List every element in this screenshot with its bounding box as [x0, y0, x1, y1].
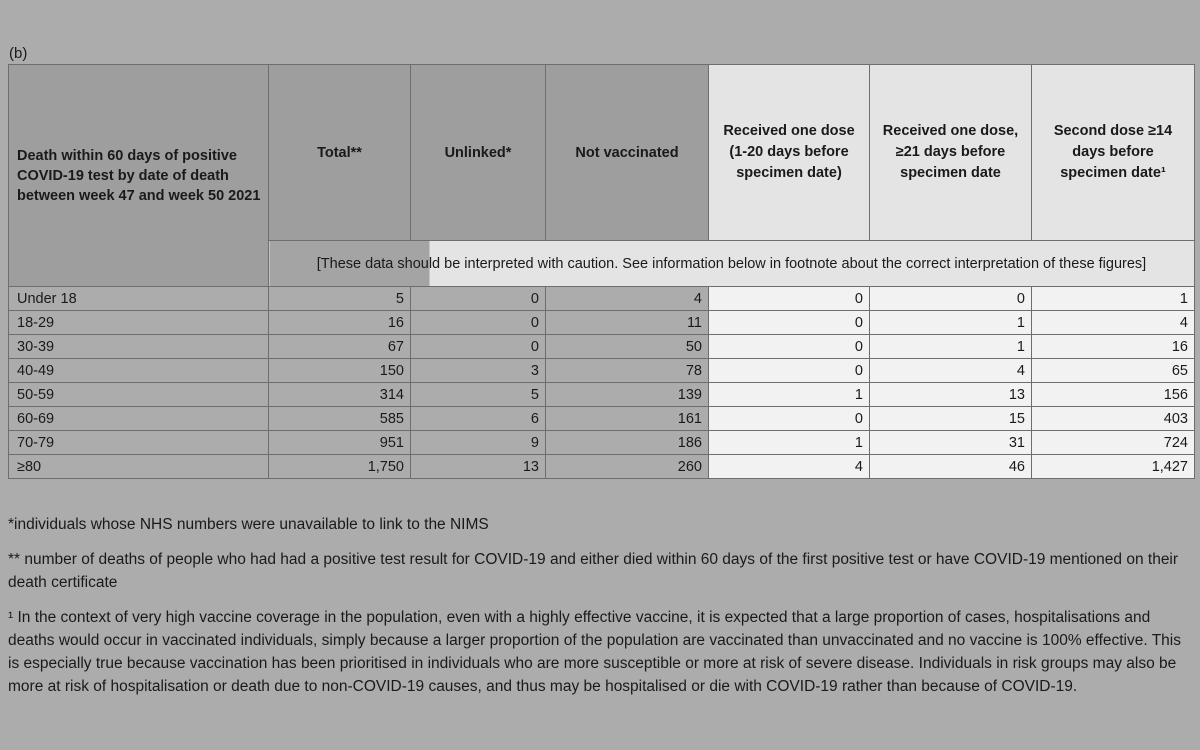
- table-row: 18-29 16 0 11 0 1 4: [8, 310, 1195, 335]
- table-cell: 150: [268, 358, 411, 383]
- table-cell: 585: [268, 406, 411, 431]
- table-row: Under 18 5 0 4 0 0 1: [8, 286, 1195, 311]
- header-total: Total**: [268, 64, 411, 241]
- table-row: 50-59 314 5 139 1 13 156: [8, 382, 1195, 407]
- table-cell: 0: [708, 358, 870, 383]
- table-cell: 1,750: [268, 454, 411, 479]
- header-row: Death within 60 days of positive COVID-1…: [8, 64, 1195, 287]
- header-second-dose: Second dose ≥14 days before specimen dat…: [1031, 64, 1195, 241]
- table-cell: 1: [869, 310, 1032, 335]
- table-cell: 78: [545, 358, 709, 383]
- header-not-vaccinated: Not vaccinated: [545, 64, 709, 241]
- table-cell: 16: [268, 310, 411, 335]
- table-row: 70-79 951 9 186 1 31 724: [8, 430, 1195, 455]
- table-cell: 0: [410, 334, 546, 359]
- table-cell: 65: [1031, 358, 1195, 383]
- table-cell: 1: [869, 334, 1032, 359]
- table-cell: 0: [708, 286, 870, 311]
- table-cell: 4: [869, 358, 1032, 383]
- table-row: 30-39 67 0 50 0 1 16: [8, 334, 1195, 359]
- table-row: 60-69 585 6 161 0 15 403: [8, 406, 1195, 431]
- table-cell: 0: [708, 310, 870, 335]
- table-cell: 3: [410, 358, 546, 383]
- table-cell: 1,427: [1031, 454, 1195, 479]
- table-cell: 11: [545, 310, 709, 335]
- table-cell: 16: [1031, 334, 1195, 359]
- table-cell: 724: [1031, 430, 1195, 455]
- deaths-by-vaccination-table: Death within 60 days of positive COVID-1…: [8, 64, 1195, 479]
- row-label: 50-59: [8, 382, 269, 407]
- table-cell: 4: [1031, 310, 1195, 335]
- table-cell: 0: [410, 286, 546, 311]
- caution-row: [These data should be interpreted with c…: [9, 240, 1195, 287]
- row-label: 40-49: [8, 358, 269, 383]
- table-cell: 0: [708, 334, 870, 359]
- table-cell: 13: [410, 454, 546, 479]
- row-label: ≥80: [8, 454, 269, 479]
- table-cell: 186: [545, 430, 709, 455]
- header-one-dose-1-20: Received one dose (1-20 days before spec…: [708, 64, 870, 241]
- table-cell: 5: [268, 286, 411, 311]
- table-cell: 4: [545, 286, 709, 311]
- table-cell: 9: [410, 430, 546, 455]
- table-cell: 260: [545, 454, 709, 479]
- table-row: 40-49 150 3 78 0 4 65: [8, 358, 1195, 383]
- table-cell: 951: [268, 430, 411, 455]
- table-cell: 403: [1031, 406, 1195, 431]
- table-cell: 46: [869, 454, 1032, 479]
- table-cell: 67: [268, 334, 411, 359]
- table-cell: 1: [708, 382, 870, 407]
- table-cell: 6: [410, 406, 546, 431]
- table-cell: 314: [268, 382, 411, 407]
- table-cell: 0: [410, 310, 546, 335]
- footnote-vaccine-coverage: ¹ In the context of very high vaccine co…: [8, 609, 1181, 695]
- table-cell: 50: [545, 334, 709, 359]
- table-cell: 0: [869, 286, 1032, 311]
- footnote-total: ** number of deaths of people who had ha…: [8, 551, 1179, 591]
- table-cell: 4: [708, 454, 870, 479]
- table-cell: 139: [545, 382, 709, 407]
- table-cell: 13: [869, 382, 1032, 407]
- table-cell: 161: [545, 406, 709, 431]
- footnote-unlinked: *individuals whose NHS numbers were unav…: [8, 516, 489, 533]
- header-age-group: Death within 60 days of positive COVID-1…: [8, 64, 269, 287]
- table-row: ≥80 1,750 13 260 4 46 1,427: [8, 454, 1195, 479]
- row-label: 60-69: [8, 406, 269, 431]
- table-cell: 1: [1031, 286, 1195, 311]
- caution-note: [These data should be interpreted with c…: [268, 240, 1195, 287]
- section-label: (b): [9, 45, 28, 62]
- table-cell: 0: [708, 406, 870, 431]
- table-cell: 1: [708, 430, 870, 455]
- row-label: Under 18: [8, 286, 269, 311]
- table-cell: 31: [869, 430, 1032, 455]
- header-one-dose-21plus: Received one dose, ≥21 days before speci…: [869, 64, 1032, 241]
- table-cell: 156: [1031, 382, 1195, 407]
- row-label: 18-29: [8, 310, 269, 335]
- footnotes: *individuals whose NHS numbers were unav…: [8, 513, 1188, 710]
- header-unlinked: Unlinked*: [410, 64, 546, 241]
- table-cell: 5: [410, 382, 546, 407]
- row-label: 70-79: [8, 430, 269, 455]
- row-label: 30-39: [8, 334, 269, 359]
- table-cell: 15: [869, 406, 1032, 431]
